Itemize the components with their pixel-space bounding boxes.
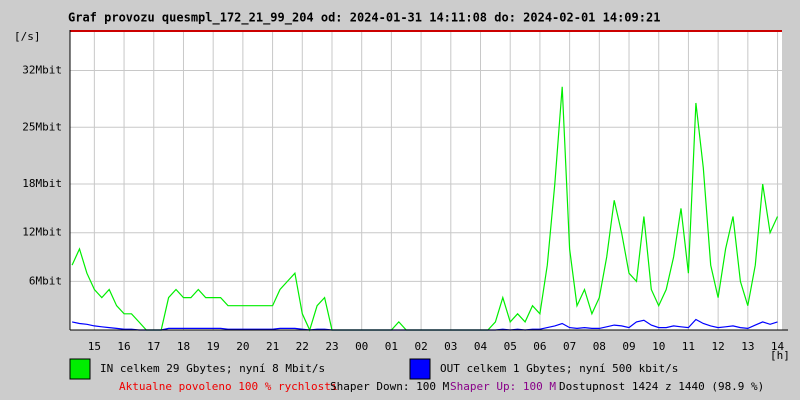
- footer-note: Dostupnost 1424 z 1440 (98.9 %): [559, 380, 764, 393]
- x-tick-label: 18: [177, 340, 190, 353]
- x-tick-label: 01: [385, 340, 398, 353]
- y-tick-label: 6Mbit: [29, 274, 62, 287]
- footer-note: Aktualne povoleno 100 % rychlosti: [119, 380, 338, 393]
- x-tick-label: 22: [296, 340, 309, 353]
- x-tick-label: 16: [117, 340, 130, 353]
- x-tick-label: 06: [533, 340, 546, 353]
- x-tick-label: 17: [147, 340, 160, 353]
- x-unit: [h]: [770, 349, 790, 362]
- x-tick-label: 07: [563, 340, 576, 353]
- y-tick-label: 18Mbit: [22, 177, 62, 190]
- x-tick-label: 21: [266, 340, 279, 353]
- x-tick-label: 08: [593, 340, 606, 353]
- footer-note: Shaper Up: 100 M: [450, 380, 556, 393]
- y-tick-label: 25Mbit: [22, 120, 62, 133]
- y-tick-label: 12Mbit: [22, 226, 62, 239]
- x-tick-label: 03: [444, 340, 457, 353]
- x-tick-label: 23: [325, 340, 338, 353]
- x-tick-label: 13: [741, 340, 754, 353]
- x-tick-label: 02: [414, 340, 427, 353]
- y-unit: [/s]: [14, 30, 41, 43]
- x-tick-label: 20: [236, 340, 249, 353]
- plot-area: [70, 30, 782, 330]
- footer-note: Shaper Down: 100 M: [330, 380, 450, 393]
- y-tick-label: 32Mbit: [22, 64, 62, 77]
- x-tick-label: 11: [682, 340, 695, 353]
- x-tick-label: 00: [355, 340, 368, 353]
- legend-label: IN celkem 29 Gbytes; nyní 8 Mbit/s: [100, 362, 325, 375]
- legend-label: OUT celkem 1 Gbytes; nyní 500 kbit/s: [440, 362, 678, 375]
- legend-swatch: [409, 358, 431, 380]
- chart-title: Graf provozu quesmpl_172_21_99_204 od: 2…: [68, 11, 660, 26]
- x-tick-label: 14: [771, 340, 785, 353]
- x-tick-label: 05: [504, 340, 517, 353]
- x-tick-label: 15: [88, 340, 101, 353]
- x-tick-label: 19: [207, 340, 220, 353]
- x-tick-label: 09: [622, 340, 635, 353]
- x-tick-label: 10: [652, 340, 665, 353]
- x-tick-label: 04: [474, 340, 488, 353]
- x-tick-label: 12: [712, 340, 725, 353]
- legend-swatch: [69, 358, 91, 380]
